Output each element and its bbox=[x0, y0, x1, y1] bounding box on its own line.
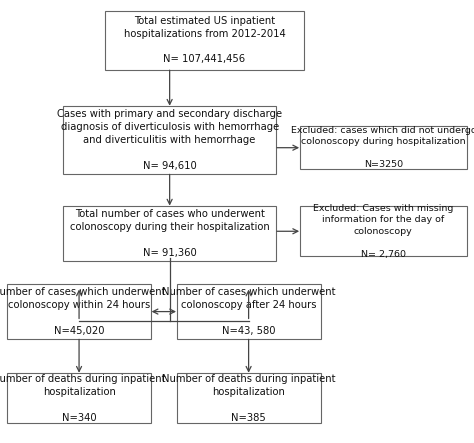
Text: Number of cases which underwent
colonoscopy within 24 hours

N=45,020: Number of cases which underwent colonosc… bbox=[0, 288, 166, 336]
FancyBboxPatch shape bbox=[300, 126, 467, 169]
FancyBboxPatch shape bbox=[63, 206, 276, 260]
Text: Number of cases which underwent
colonoscopy after 24 hours

N=43, 580: Number of cases which underwent colonosc… bbox=[162, 288, 336, 336]
FancyBboxPatch shape bbox=[177, 284, 320, 339]
FancyBboxPatch shape bbox=[7, 373, 151, 424]
Text: Number of deaths during inpatient
hospitalization

N=385: Number of deaths during inpatient hospit… bbox=[162, 374, 336, 423]
Text: Excluded: Cases with missing
information for the day of
colonoscopy

N= 2,760: Excluded: Cases with missing information… bbox=[313, 204, 454, 259]
FancyBboxPatch shape bbox=[105, 11, 304, 70]
FancyBboxPatch shape bbox=[63, 106, 276, 174]
Text: Total number of cases who underwent
colonoscopy during their hospitalization

N=: Total number of cases who underwent colo… bbox=[70, 209, 270, 258]
Text: Total estimated US inpatient
hospitalizations from 2012-2014

N= 107,441,456: Total estimated US inpatient hospitaliza… bbox=[124, 16, 285, 64]
FancyBboxPatch shape bbox=[177, 373, 320, 424]
Text: Excluded: cases which did not undergo
colonoscopy during hospitalization

N=3250: Excluded: cases which did not undergo co… bbox=[291, 126, 474, 169]
FancyBboxPatch shape bbox=[300, 206, 467, 256]
Text: Cases with primary and secondary discharge
diagnosis of diverticulosis with hemo: Cases with primary and secondary dischar… bbox=[57, 109, 282, 171]
FancyBboxPatch shape bbox=[7, 284, 151, 339]
Text: Number of deaths during inpatient
hospitalization

N=340: Number of deaths during inpatient hospit… bbox=[0, 374, 166, 423]
